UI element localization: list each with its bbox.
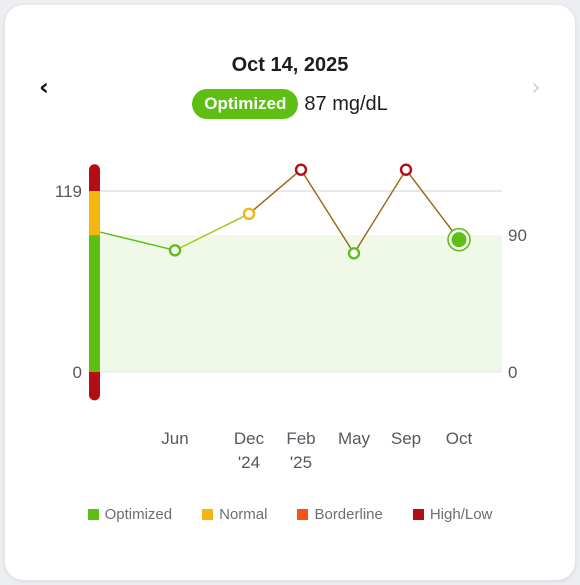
status-badge: Optimized: [192, 89, 299, 119]
y-left-tick-label: 119: [55, 182, 82, 201]
data-point[interactable]: [347, 247, 361, 260]
chevron-left-icon: ‹: [39, 73, 49, 101]
legend-label: Optimized: [104, 506, 173, 523]
y-right-tick-label: 90: [508, 226, 527, 245]
legend-label: Borderline: [314, 506, 383, 523]
chevron-right-icon: ›: [531, 73, 541, 101]
y-right-tick-label: 0: [508, 363, 517, 382]
legend-item: High/Low: [412, 506, 493, 523]
trend-segment: [248, 169, 302, 215]
data-point[interactable]: [399, 163, 413, 176]
x-axis-label: May: [338, 429, 371, 448]
scale-band-optimized: [89, 235, 100, 372]
scale-top-cap: [89, 164, 100, 176]
trend-segment: [300, 169, 355, 254]
x-axis-label-year: '24: [238, 453, 260, 472]
legend-swatch: [297, 509, 309, 520]
legend-swatch: [202, 509, 214, 520]
x-axis-label: Feb: [286, 429, 315, 448]
next-reading-button[interactable]: ›: [521, 70, 551, 104]
legend-swatch: [87, 509, 99, 520]
x-axis-label-year: '25: [290, 453, 312, 472]
trend-segment: [99, 231, 176, 251]
x-axis-label: Oct: [446, 429, 473, 448]
reading-value: 87 mg/dL: [304, 92, 388, 115]
scale-bottom-cap: [89, 389, 100, 401]
legend-swatch: [412, 509, 424, 520]
data-point[interactable]: [168, 244, 182, 257]
status-legend: Optimized Normal Borderline High/Low: [0, 506, 580, 523]
y-left-tick-label: 0: [73, 363, 82, 382]
selected-data-point[interactable]: [451, 232, 467, 248]
scale-band-high-low: [89, 169, 100, 191]
x-axis-label: Dec: [234, 429, 265, 448]
x-axis-label: Jun: [161, 429, 188, 448]
data-point[interactable]: [294, 163, 308, 176]
reading-summary: Optimized 87 mg/dL: [0, 89, 580, 119]
reading-date: Oct 14, 2025: [231, 54, 349, 76]
scale-band-high-low: [89, 372, 100, 395]
data-point[interactable]: [242, 207, 256, 221]
legend-item: Normal: [202, 506, 267, 523]
legend-item: Borderline: [297, 506, 383, 523]
legend-item: Optimized: [87, 506, 173, 523]
trend-segment: [405, 169, 460, 241]
trend-segment: [353, 169, 407, 254]
scale-band-normal: [89, 191, 100, 236]
legend-label: High/Low: [429, 506, 493, 523]
optimized-range-band: [100, 235, 502, 372]
x-axis-label: Sep: [391, 429, 421, 448]
legend-label: Normal: [219, 506, 268, 523]
previous-reading-button[interactable]: ‹: [29, 70, 59, 104]
trend-segment: [174, 213, 250, 251]
